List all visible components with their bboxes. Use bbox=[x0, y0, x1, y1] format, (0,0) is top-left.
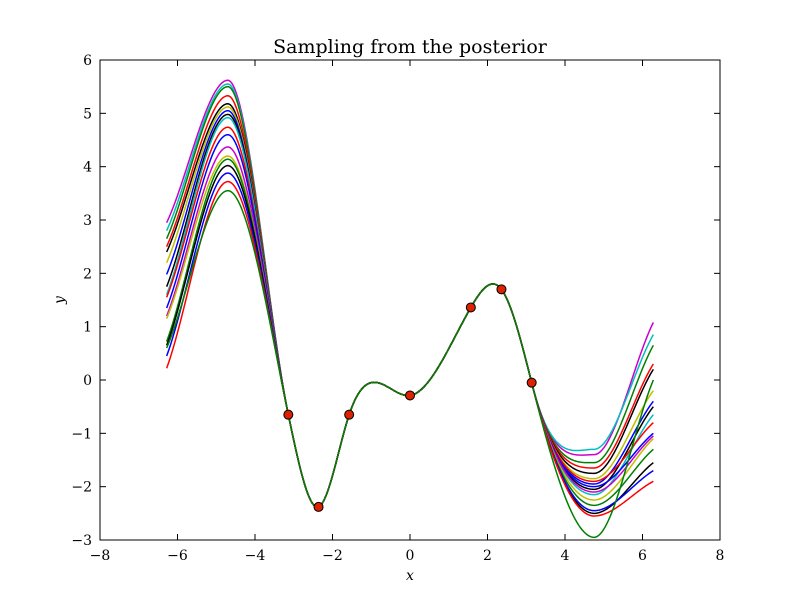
posterior-sample-line bbox=[165, 79, 655, 508]
y-tick-label: 5 bbox=[83, 106, 92, 122]
x-tick-label: −6 bbox=[167, 548, 188, 564]
observation-point bbox=[283, 409, 294, 420]
y-tick-label: −2 bbox=[71, 480, 92, 496]
posterior-sample-line bbox=[165, 133, 654, 508]
x-tick-label: 0 bbox=[406, 548, 415, 564]
y-tick-label: 1 bbox=[83, 320, 92, 336]
observation-point bbox=[526, 377, 537, 388]
posterior-sample-line bbox=[165, 146, 654, 508]
posterior-sample-line bbox=[165, 164, 654, 515]
x-axis-ticks: −8 −6 −4 −2 0 2 4 6 8 bbox=[90, 60, 725, 564]
posterior-sample-line bbox=[165, 95, 654, 508]
posterior-sample-line bbox=[165, 85, 655, 508]
plot-frame bbox=[99, 59, 721, 541]
observation-points bbox=[283, 284, 537, 512]
y-axis-ticks: −3 −2 −1 0 1 2 3 4 5 6 bbox=[71, 53, 720, 549]
observation-point bbox=[405, 390, 415, 401]
x-tick-label: −4 bbox=[245, 548, 266, 564]
observation-point bbox=[313, 501, 324, 512]
y-axis-label: y bbox=[52, 295, 68, 305]
x-tick-label: 2 bbox=[483, 548, 492, 564]
posterior-sample-line bbox=[165, 109, 654, 508]
x-tick-label: 4 bbox=[561, 548, 570, 564]
y-tick-label: −3 bbox=[71, 533, 92, 549]
observation-point bbox=[465, 302, 476, 313]
y-tick-label: −1 bbox=[71, 426, 92, 442]
x-axis-label: x bbox=[406, 568, 414, 584]
x-tick-label: −2 bbox=[322, 548, 343, 564]
y-tick-label: 3 bbox=[83, 213, 92, 229]
sample-curves bbox=[165, 79, 655, 539]
y-tick-label: 2 bbox=[83, 266, 92, 282]
y-tick-label: 4 bbox=[83, 160, 92, 176]
x-tick-label: 8 bbox=[716, 548, 725, 564]
y-tick-label: 6 bbox=[83, 53, 92, 69]
chart-title: Sampling from the posterior bbox=[273, 36, 548, 58]
x-tick-label: −8 bbox=[90, 548, 111, 564]
posterior-sample-line bbox=[165, 180, 654, 517]
y-tick-label: 0 bbox=[83, 373, 92, 389]
observation-point bbox=[496, 284, 507, 295]
posterior-sample-line bbox=[165, 172, 654, 512]
observation-point bbox=[344, 409, 355, 420]
x-tick-label: 6 bbox=[638, 548, 647, 564]
